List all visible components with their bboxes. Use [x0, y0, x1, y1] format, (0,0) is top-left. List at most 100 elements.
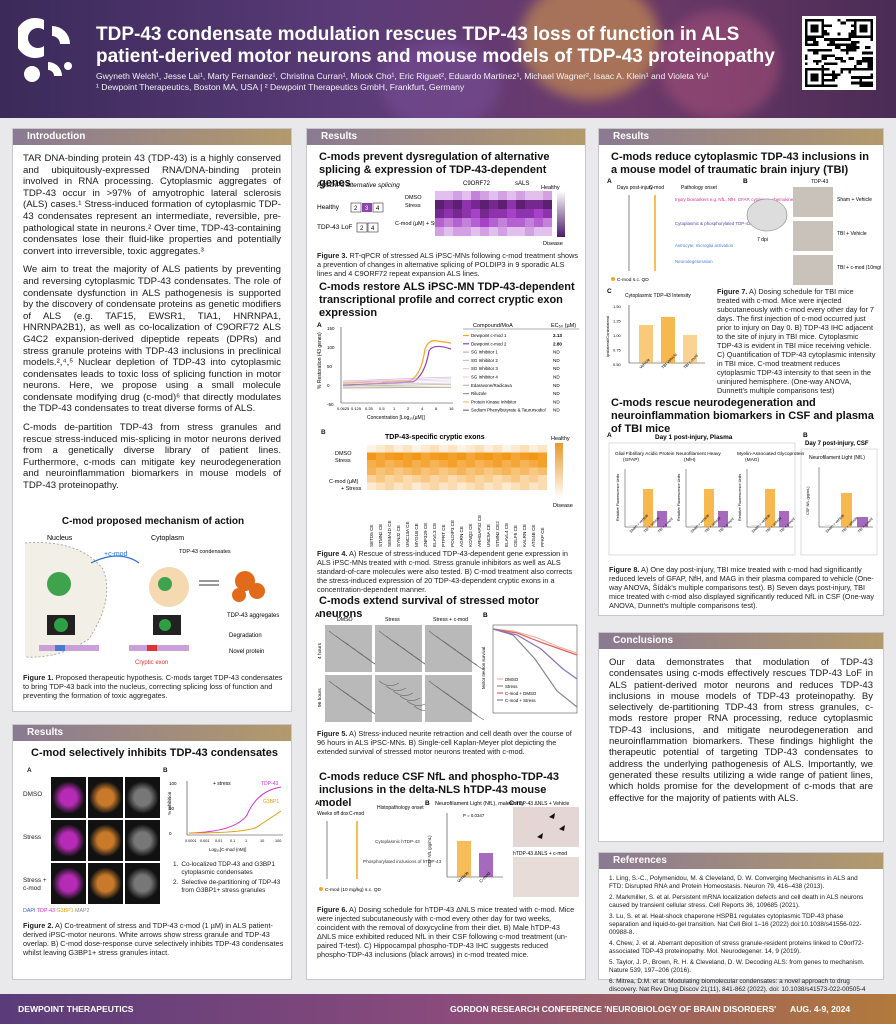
heatmap-cell — [525, 218, 534, 227]
svg-text:UNC13A CE: UNC13A CE — [405, 521, 410, 547]
micrograph-tile — [51, 820, 86, 861]
cryptic-heatmap-cell — [367, 475, 376, 483]
cryptic-heatmap-cell — [412, 467, 421, 475]
condensates-label: TDP-43 condensates — [179, 549, 231, 555]
heatmap-cell — [435, 209, 444, 218]
cryptic-heatmap-cell — [484, 460, 493, 468]
cryptic-heatmap-cell — [394, 467, 403, 475]
cryptic-heatmap-cell — [403, 467, 412, 475]
micrograph-row-label: DMSO — [23, 791, 43, 798]
heatmap-cell — [471, 200, 480, 209]
heatmap-cell — [453, 209, 462, 218]
cryptic-heatmap-cell — [376, 467, 385, 475]
svg-text:0.1: 0.1 — [230, 839, 235, 843]
svg-text:CSF NfL (pg/mL): CSF NfL (pg/mL) — [427, 835, 432, 867]
cryptic-exon-label: Cryptic exon — [135, 660, 168, 666]
svg-text:B: B — [425, 800, 430, 807]
svg-text:DMSO: DMSO — [335, 451, 352, 457]
heatmap-cell — [462, 200, 471, 209]
cryptic-heatmap-cell — [376, 482, 385, 490]
svg-text:4: 4 — [421, 406, 424, 411]
micrograph-tile — [125, 777, 160, 818]
svg-text:CSF NfL (pg/mL): CSF NfL (pg/mL) — [806, 486, 810, 515]
svg-text:100: 100 — [327, 345, 335, 350]
cryptic-heatmap-cell — [430, 475, 439, 483]
cryptic-heatmap-cell — [430, 482, 439, 490]
figure-7-caption: Figure 7. A) Dosing schedule for TBI mic… — [717, 287, 876, 395]
cryptic-heatmap-cell — [421, 460, 430, 468]
cryptic-heatmap-cell — [421, 452, 430, 460]
heatmap-cell — [534, 191, 543, 200]
cryptic-heatmap-cell — [457, 482, 466, 490]
heatmap-cell — [507, 209, 516, 218]
affiliations: ¹ Dewpoint Therapeutics, Boston MA, USA … — [96, 82, 465, 92]
heatmap-cell — [435, 191, 444, 200]
svg-text:A: A — [315, 612, 320, 619]
biomarker-figure: A B Day 1 post-injury, Plasma Day 7 post-in… — [607, 432, 878, 556]
figure-8-caption: Figure 8. A) One day post-injury, TBI mi… — [609, 565, 874, 610]
heatmap-cell — [471, 218, 480, 227]
svg-text:100: 100 — [169, 781, 177, 786]
heatmap-cell — [480, 200, 489, 209]
svg-text:ND: ND — [553, 391, 560, 396]
survival-subheading: C-mods extend survival of stressed motor… — [319, 595, 540, 620]
heatmap-cell — [444, 191, 453, 200]
cryptic-heatmap-cell — [403, 475, 412, 483]
nls-subheading: C-mods reduce CSF NfL and phospho-TDP-43… — [319, 771, 559, 809]
svg-text:SG Inhibitor 1: SG Inhibitor 1 — [471, 350, 498, 355]
heatmap-cell — [516, 227, 525, 236]
micrograph-tile — [88, 820, 123, 861]
transcription-subheading: C-mods restore ALS iPSC-MN TDP-43-depend… — [319, 281, 575, 319]
heatmap-cell — [471, 227, 480, 236]
cryptic-heatmap-cell — [502, 460, 511, 468]
svg-text:STMN2 CE: STMN2 CE — [378, 524, 383, 547]
svg-text:Relative Fluorescence Units: Relative Fluorescence Units — [738, 474, 742, 521]
neuron-image — [375, 625, 422, 672]
cryptic-heatmap-cell — [502, 445, 511, 453]
heatmap-cell — [444, 200, 453, 209]
results-left-panel: Results C-mod selectively inhibits TDP-4… — [12, 724, 292, 980]
svg-text:0.001: 0.001 — [200, 839, 210, 843]
svg-text:C-mod: C-mod — [649, 185, 664, 191]
cryptic-heatmap-cell — [412, 475, 421, 483]
svg-text:Protein Kinase Inhibitor: Protein Kinase Inhibitor — [471, 399, 517, 404]
svg-text:C-mod (µM) + Stress: C-mod (µM) + Stress — [395, 221, 447, 227]
svg-text:P = 0.0347: P = 0.0347 — [463, 813, 485, 818]
svg-text:8: 8 — [435, 406, 438, 411]
cryptic-heatmap-cell — [421, 482, 430, 490]
heatmap-cell — [525, 200, 534, 209]
poldip3-splicing-figure: POLDIP3 alternative splicing Healthy 2 3 4… — [317, 181, 565, 247]
svg-text:Injury biomarkers e.g. NfL, Nf: Injury biomarkers e.g. NfL, NfH, GFAP, c… — [675, 197, 796, 202]
qr-code-icon — [802, 16, 876, 90]
svg-text:1: 1 — [393, 406, 396, 411]
introduction-panel: Introduction TAR DNA-binding protein 43 … — [12, 128, 292, 712]
svg-text:1: 1 — [245, 839, 247, 843]
cryptic-heatmap-cell — [376, 452, 385, 460]
intro-paragraph-3: C-mods de-partition TDP-43 from stress g… — [23, 422, 281, 492]
cryptic-heatmap-cell — [448, 482, 457, 490]
cryptic-heatmap-cell — [475, 445, 484, 453]
svg-text:Astrocyte, microglia activatio: Astrocyte, microglia activation — [675, 243, 734, 248]
svg-text:Disease: Disease — [543, 241, 563, 247]
references-heading: References — [599, 853, 883, 869]
conclusions-text: Our data demonstrates that modulation of… — [609, 657, 873, 804]
results-right-heading: Results — [599, 129, 883, 145]
heatmap-cell — [534, 209, 543, 218]
svg-text:0.0625: 0.0625 — [337, 406, 350, 411]
survival-figure: A B DMSO Stress Stress + c-mod 4 hours 96 hour… — [315, 612, 578, 722]
cryptic-heatmap-cell — [475, 452, 484, 460]
svg-text:SEMA4D CE: SEMA4D CE — [387, 520, 392, 547]
cryptic-heatmap-cell — [367, 452, 376, 460]
cryptic-heatmap-cell — [466, 475, 475, 483]
svg-text:Disease: Disease — [553, 503, 573, 509]
intro-paragraph-1: TAR DNA-binding protein 43 (TDP-43) is a… — [23, 153, 281, 257]
mechanism-title: C-mod proposed mechanism of action — [61, 516, 245, 527]
cryptic-heatmap-cell — [367, 460, 376, 468]
neuron-image — [425, 625, 472, 672]
svg-text:KALRN CE: KALRN CE — [522, 524, 527, 547]
cryptic-heatmap-cell — [493, 452, 502, 460]
heatmap-cell — [543, 227, 552, 236]
heatmap-cell — [543, 191, 552, 200]
figure-3-caption: Figure 3. RT-qPCR of stressed ALS iPSC-M… — [317, 251, 579, 278]
svg-text:50: 50 — [169, 806, 175, 811]
